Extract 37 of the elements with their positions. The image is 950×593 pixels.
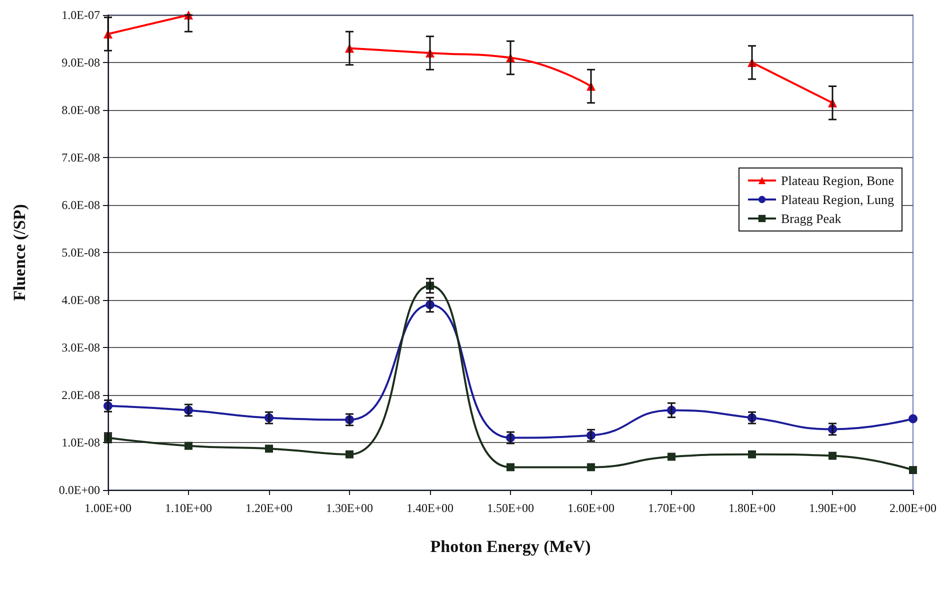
y-tick-label: 8.0E-08: [62, 103, 100, 117]
point: [668, 452, 676, 461]
y-tick-label: 7.0E-08: [62, 150, 100, 164]
point: [748, 450, 756, 458]
y-tick-label: 0.0E+00: [58, 483, 100, 497]
x-tick-label: 1.80E+00: [728, 501, 776, 515]
x-tick-label: 1.10E+00: [164, 501, 212, 515]
legend-label: Plateau Region, Bone: [780, 173, 894, 188]
y-tick-label: 6.0E-08: [62, 198, 100, 212]
point: [346, 450, 354, 458]
legend-label: Plateau Region, Lung: [780, 192, 894, 207]
point: [265, 444, 273, 453]
point: [828, 452, 836, 460]
x-tick-label: 1.00E+00: [84, 501, 132, 515]
point: [587, 463, 595, 472]
point: [184, 442, 192, 450]
y-tick-label: 1.0E-08: [62, 436, 100, 450]
x-tick-label: 1.50E+00: [486, 501, 534, 515]
y-tick-label: 3.0E-08: [62, 340, 100, 354]
y-tick-label: 5.0E-08: [62, 246, 100, 260]
point: [909, 466, 917, 474]
y-tick-label: 4.0E-08: [62, 293, 100, 307]
point: [506, 463, 514, 472]
y-axis-title: Fluence (/SP): [10, 204, 29, 301]
x-tick-label: 1.90E+00: [808, 501, 856, 515]
x-tick-label: 1.70E+00: [648, 501, 696, 515]
x-tick-label: 2.00E+00: [889, 501, 937, 515]
x-tick-label: 1.60E+00: [567, 501, 615, 515]
legend-label: Bragg Peak: [780, 211, 842, 226]
y-tick-label: 2.0E-08: [62, 388, 100, 402]
x-tick-label: 1.40E+00: [406, 501, 454, 515]
y-tick-label: 9.0E-08: [62, 56, 100, 70]
x-axis-title: Photon Energy (MeV): [430, 537, 591, 556]
y-tick-label: 1.0E-07: [62, 8, 100, 22]
point: [908, 414, 918, 424]
x-tick-label: 1.20E+00: [245, 501, 293, 515]
x-tick-label: 1.30E+00: [326, 501, 374, 515]
